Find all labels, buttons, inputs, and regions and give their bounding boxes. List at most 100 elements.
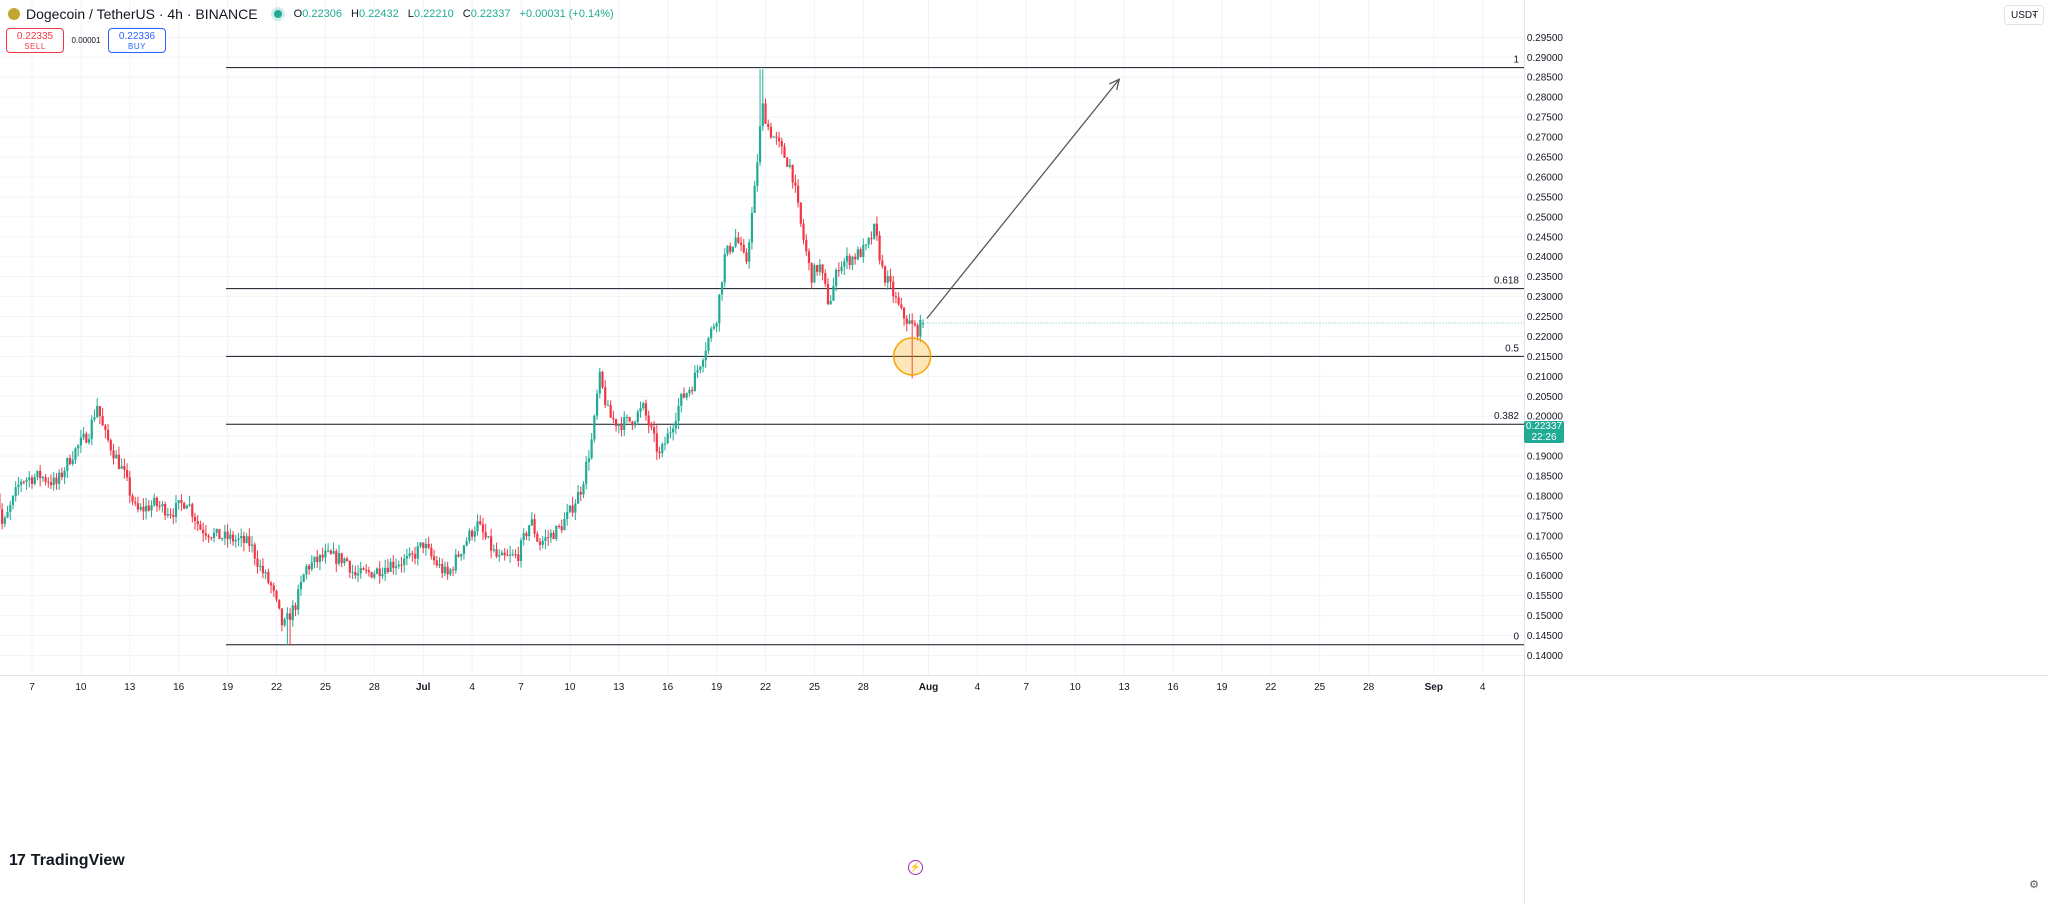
- candle-body[interactable]: [403, 558, 406, 566]
- candle-body[interactable]: [848, 255, 851, 266]
- candle-body[interactable]: [666, 433, 669, 444]
- candle-body[interactable]: [63, 470, 66, 478]
- candle-body[interactable]: [693, 372, 696, 392]
- candle-body[interactable]: [210, 537, 213, 539]
- candle-body[interactable]: [729, 245, 732, 252]
- candle-body[interactable]: [547, 537, 550, 539]
- candle-body[interactable]: [623, 417, 626, 431]
- candle-body[interactable]: [96, 406, 99, 418]
- candle-body[interactable]: [862, 244, 865, 257]
- candle-body[interactable]: [642, 403, 645, 409]
- candle-body[interactable]: [250, 544, 254, 546]
- candle-body[interactable]: [902, 307, 906, 319]
- candle-body[interactable]: [854, 256, 857, 260]
- candle-body[interactable]: [74, 448, 77, 460]
- candle-body[interactable]: [356, 573, 360, 576]
- candle-body[interactable]: [321, 554, 324, 558]
- candle-body[interactable]: [413, 554, 417, 559]
- candle-body[interactable]: [202, 529, 205, 534]
- candle-body[interactable]: [389, 561, 392, 572]
- candle-body[interactable]: [517, 554, 520, 561]
- candle-body[interactable]: [302, 574, 305, 582]
- candle-body[interactable]: [33, 477, 36, 484]
- candle-body[interactable]: [164, 503, 167, 516]
- candle-body[interactable]: [639, 408, 642, 412]
- candle-body[interactable]: [571, 505, 574, 513]
- candle-body[interactable]: [661, 443, 664, 454]
- candle-body[interactable]: [886, 276, 889, 283]
- candle-body[interactable]: [625, 416, 629, 418]
- candle-body[interactable]: [158, 505, 161, 507]
- candle-body[interactable]: [123, 466, 126, 471]
- candle-body[interactable]: [264, 572, 267, 574]
- candle-body[interactable]: [212, 532, 216, 539]
- candle-body[interactable]: [487, 536, 490, 538]
- sell-button[interactable]: 0.22335 SELL: [6, 28, 64, 53]
- candle-body[interactable]: [870, 238, 873, 240]
- candle-body[interactable]: [109, 440, 112, 451]
- candle-body[interactable]: [142, 506, 145, 512]
- candle-body[interactable]: [568, 505, 571, 512]
- candle-body[interactable]: [318, 554, 322, 563]
- candle-body[interactable]: [348, 561, 351, 573]
- candle-body[interactable]: [471, 530, 474, 537]
- candle-body[interactable]: [818, 264, 821, 272]
- candle-body[interactable]: [544, 537, 547, 541]
- candle-body[interactable]: [921, 323, 925, 325]
- candle-body[interactable]: [58, 472, 61, 484]
- candle-body[interactable]: [538, 541, 542, 545]
- candle-body[interactable]: [631, 421, 634, 426]
- candle-body[interactable]: [283, 619, 286, 626]
- candle-body[interactable]: [3, 517, 6, 524]
- candle-body[interactable]: [308, 565, 311, 570]
- candle-body[interactable]: [28, 477, 31, 480]
- candle-body[interactable]: [297, 589, 300, 610]
- currency-selector[interactable]: USDT ⌄: [2004, 5, 2044, 25]
- candle-body[interactable]: [454, 554, 457, 571]
- candle-body[interactable]: [889, 276, 892, 282]
- candle-body[interactable]: [294, 605, 297, 610]
- candle-body[interactable]: [509, 554, 512, 556]
- candle-body[interactable]: [878, 235, 881, 261]
- candle-body[interactable]: [867, 238, 870, 245]
- candle-body[interactable]: [185, 505, 188, 509]
- candle-body[interactable]: [424, 543, 428, 549]
- candle-body[interactable]: [362, 568, 365, 570]
- candle-body[interactable]: [916, 325, 919, 337]
- candle-body[interactable]: [36, 470, 39, 478]
- candle-body[interactable]: [761, 103, 764, 127]
- candle-body[interactable]: [340, 553, 343, 564]
- candle-body[interactable]: [327, 550, 330, 552]
- candle-body[interactable]: [495, 549, 498, 557]
- candle-body[interactable]: [400, 564, 403, 566]
- candle-body[interactable]: [585, 462, 588, 484]
- candle-body[interactable]: [514, 554, 517, 556]
- candle-body[interactable]: [14, 487, 17, 497]
- candle-body[interactable]: [498, 555, 501, 557]
- candle-body[interactable]: [55, 477, 58, 484]
- candle-body[interactable]: [777, 137, 781, 142]
- candle-body[interactable]: [552, 532, 555, 540]
- candle-body[interactable]: [677, 405, 680, 422]
- candle-body[interactable]: [579, 491, 582, 495]
- candle-body[interactable]: [313, 556, 316, 563]
- candle-body[interactable]: [286, 613, 289, 620]
- candle-body[interactable]: [430, 547, 433, 557]
- candle-body[interactable]: [446, 566, 449, 575]
- candle-body[interactable]: [699, 366, 702, 370]
- candle-body[interactable]: [614, 419, 618, 427]
- candle-body[interactable]: [845, 255, 849, 262]
- candle-body[interactable]: [604, 387, 607, 406]
- candle-body[interactable]: [305, 565, 308, 575]
- candle-body[interactable]: [655, 433, 658, 452]
- candle-body[interactable]: [742, 244, 745, 253]
- candle-body[interactable]: [582, 483, 585, 495]
- candle-body[interactable]: [490, 536, 493, 551]
- candle-body[interactable]: [180, 500, 183, 503]
- candle-body[interactable]: [77, 445, 80, 449]
- candle-body[interactable]: [104, 425, 107, 430]
- candle-body[interactable]: [44, 477, 47, 482]
- candle-body[interactable]: [634, 422, 637, 426]
- candle-body[interactable]: [807, 251, 811, 263]
- candle-body[interactable]: [522, 533, 525, 541]
